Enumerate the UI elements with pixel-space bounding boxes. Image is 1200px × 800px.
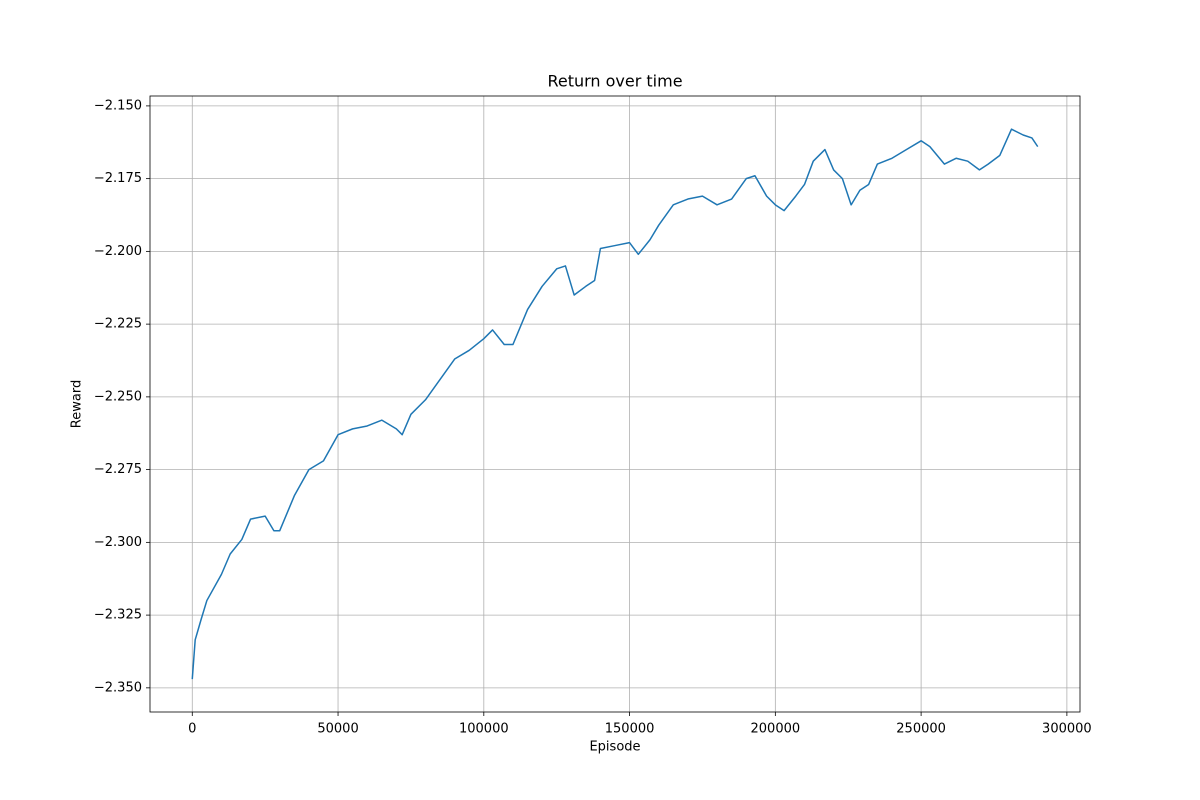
x-tick-label: 150000 <box>605 722 655 737</box>
y-tick-label: −2.325 <box>94 608 142 623</box>
y-tick-label: −2.175 <box>94 171 142 186</box>
x-tick-label: 200000 <box>751 722 801 737</box>
y-tick-label: −2.300 <box>94 535 142 550</box>
y-tick-label: −2.250 <box>94 389 142 404</box>
plot-frame <box>149 95 1081 713</box>
y-tick-label: −2.200 <box>94 244 142 259</box>
y-axis-label: Reward <box>70 380 85 428</box>
x-tick-label: 50000 <box>317 722 358 737</box>
x-axis-label: Episode <box>589 740 640 755</box>
y-tick-label: −2.275 <box>94 462 142 477</box>
x-tick-label: 0 <box>188 722 196 737</box>
x-tick-label: 100000 <box>459 722 509 737</box>
x-tick-label: 250000 <box>896 722 946 737</box>
x-tick-label: 300000 <box>1042 722 1092 737</box>
y-tick-label: −2.350 <box>94 680 142 695</box>
y-tick-label: −2.150 <box>94 98 142 113</box>
line-series <box>191 128 1039 680</box>
chart-title: Return over time <box>547 72 682 91</box>
y-tick-label: −2.225 <box>94 317 142 332</box>
